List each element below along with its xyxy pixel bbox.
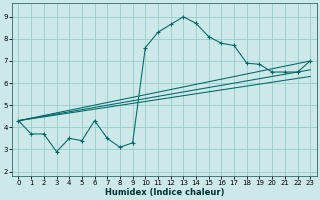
X-axis label: Humidex (Indice chaleur): Humidex (Indice chaleur) xyxy=(105,188,224,197)
